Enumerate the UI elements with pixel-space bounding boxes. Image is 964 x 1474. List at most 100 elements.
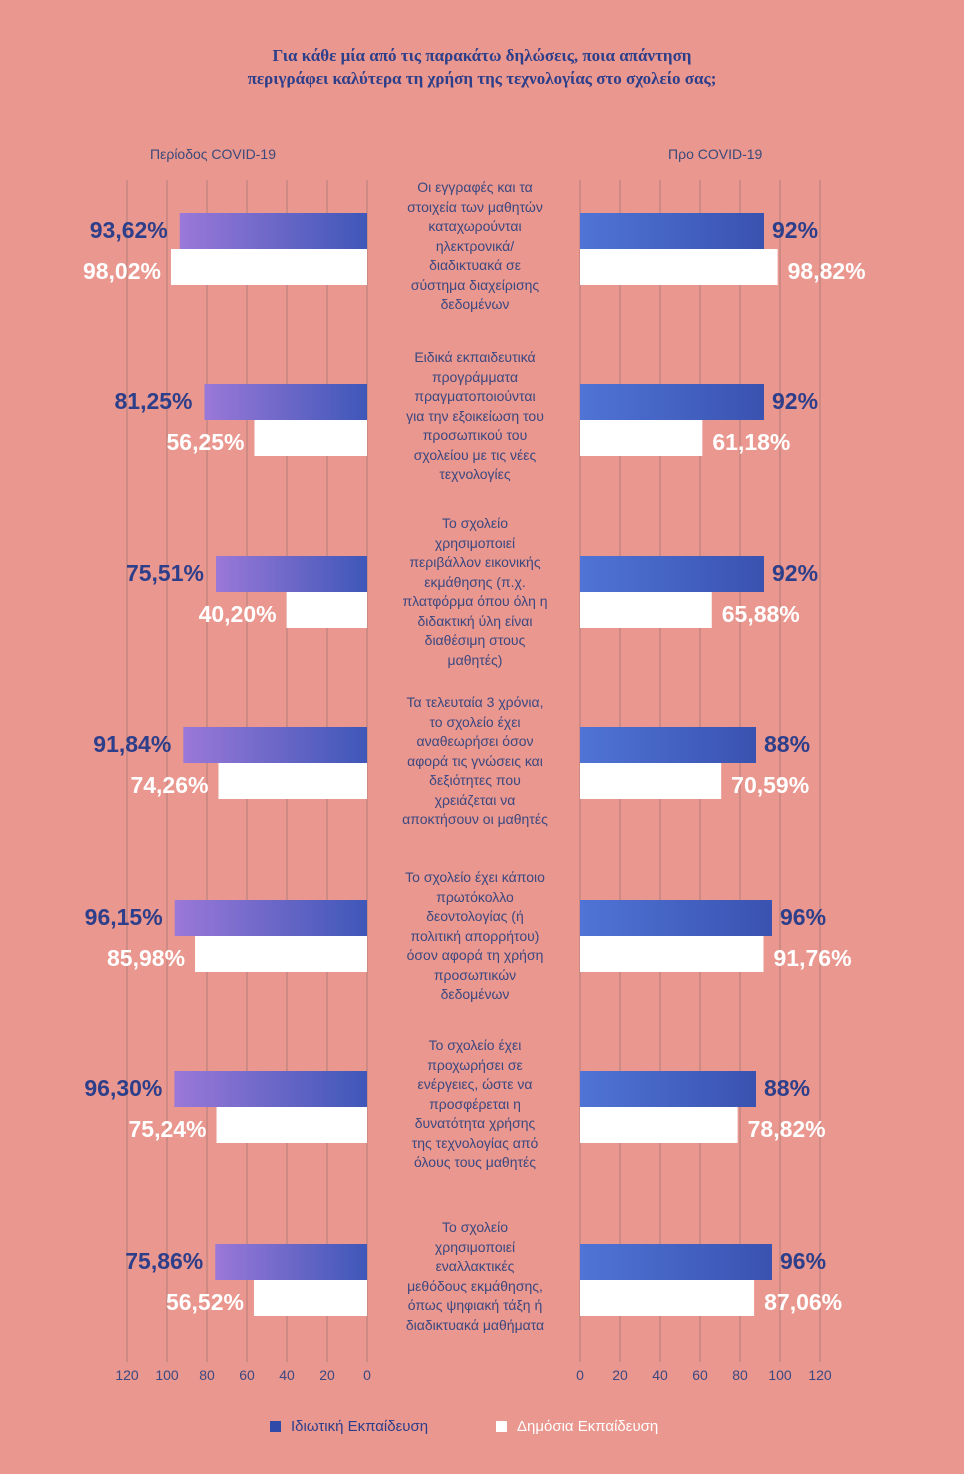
statement-line: όπως ψηφιακή τάξη ή (407, 1297, 543, 1313)
bar-private (174, 900, 367, 936)
data-label-private: 91,84% (93, 731, 171, 757)
data-label-public: 61,18% (712, 429, 790, 455)
x-tick-label: 0 (363, 1367, 371, 1383)
statement-line: καταχωρούνται (428, 218, 522, 234)
bar-public (195, 936, 367, 972)
x-tick-label: 20 (319, 1367, 335, 1383)
statement-7: Το σχολείο χρησιμοποιεί εναλλακτικές μεθόδο… (375, 1218, 575, 1335)
data-label-private: 88% (764, 1075, 810, 1101)
bar-public (253, 1280, 367, 1316)
bar-private (580, 900, 772, 936)
data-label-public: 70,59% (731, 772, 809, 798)
statement-5: Το σχολείο έχει κάποιο πρωτόκολλο δεοντολο… (375, 868, 575, 1005)
statement-line: Το σχολείο έχει (428, 1037, 522, 1053)
statement-line: Το σχολείο έχει κάποιο (405, 869, 545, 885)
right-panel-label: Προ COVID-19 (668, 146, 763, 162)
statement-line: αναθεωρήσει όσον (416, 733, 534, 749)
statement-line: δεοντολογίας (ή (426, 908, 524, 924)
legend-label-public: Δημόσια Εκπαίδευση (517, 1418, 659, 1435)
statement-6: Το σχολείο έχει προχωρήσει σε ενέργειες, ώ… (375, 1036, 575, 1173)
x-tick-label: 60 (692, 1367, 708, 1383)
statement-line: εκμάθησης (π.χ. (424, 573, 526, 590)
data-label-public: 65,88% (722, 601, 800, 627)
x-tick-label: 40 (652, 1367, 668, 1383)
statement-line: διαθέσιμη στους (424, 632, 526, 648)
chart-title-line-2: περιγράφει καλύτερα τη χρήση της τεχνολο… (247, 69, 717, 88)
bar-private (215, 556, 367, 592)
data-label-private: 92% (772, 560, 818, 586)
bar-public (580, 592, 712, 628)
statement-line: αποκτήσουν οι μαθητές (402, 811, 548, 827)
x-tick-label: 80 (732, 1367, 748, 1383)
chart-title-line-1: Για κάθε μία από τις παρακάτω δηλώσεις, … (272, 46, 692, 65)
statement-line: διαδικτυακά σε (429, 257, 521, 273)
data-label-public: 74,26% (130, 772, 208, 798)
statement-line: εναλλακτικές (435, 1258, 515, 1274)
bar-private (580, 727, 756, 763)
bar-private (580, 1244, 772, 1280)
statement-line: σχολείου με τις νέες (413, 446, 537, 463)
statement-line: μαθητές) (447, 651, 503, 668)
left-panel-label: Περίοδος COVID-19 (150, 146, 276, 162)
statement-line: χρησιμοποιεί (434, 1238, 516, 1255)
statement-3: Το σχολείο χρησιμοποιεί περιβάλλον εικονικ… (375, 514, 575, 670)
statement-line: πρωτόκολλο (436, 888, 514, 905)
data-label-public: 91,76% (774, 945, 852, 971)
statement-line: αφορά τις γνώσεις και (407, 752, 543, 769)
x-tick-label: 120 (115, 1367, 139, 1383)
statement-line: για την εξοικείωση του (406, 407, 544, 424)
statement-line: πλατφόρμα όπου όλη η (402, 593, 548, 609)
legend-item-public: Δημόσια Εκπαίδευση (496, 1418, 658, 1435)
bar-public (580, 936, 764, 972)
statement-2: Ειδικά εκπαιδευτικά προγράμματα πραγματοπο… (375, 348, 575, 485)
statement-line: Το σχολείο (442, 515, 508, 531)
x-tick-label: 60 (239, 1367, 255, 1383)
statement-line: προσφέρεται η (429, 1095, 521, 1112)
bar-public (580, 763, 722, 799)
data-label-private: 75,51% (126, 560, 204, 586)
statement-line: όλους τους μαθητές (413, 1154, 537, 1170)
statement-line: δεξιότητες που (429, 772, 521, 788)
bar-private (179, 213, 367, 249)
data-label-public: 40,20% (199, 601, 277, 627)
data-label-private: 96,30% (84, 1075, 162, 1101)
x-tick-label: 80 (199, 1367, 215, 1383)
bar-private (204, 384, 367, 420)
data-label-private: 96% (780, 1248, 826, 1274)
bar-private (174, 1071, 367, 1107)
statement-line: ενέργειες, ώστε να (417, 1076, 533, 1092)
bar-private (183, 727, 367, 763)
statement-line: Τα τελευταία 3 χρόνια, (406, 694, 544, 710)
statement-line: δεδομένων (440, 986, 510, 1002)
statement-line: περιβάλλον εικονικής (409, 554, 541, 570)
statement-line: δεδομένων (440, 296, 510, 312)
data-label-private: 96,15% (85, 904, 163, 930)
statement-line: χρειάζεται να (434, 791, 516, 808)
legend-swatch-public (496, 1421, 507, 1432)
bar-public (286, 592, 367, 628)
data-label-private: 93,62% (90, 217, 168, 243)
data-label-public: 75,24% (129, 1116, 207, 1142)
statement-line: στοιχεία των μαθητών (407, 198, 543, 215)
statement-4: Τα τελευταία 3 χρόνια, το σχολείο έχει ανα… (375, 693, 575, 830)
statement-line: Το σχολείο (442, 1219, 508, 1235)
data-label-public: 98,02% (83, 258, 161, 284)
statement-line: προσωπικών (433, 966, 517, 983)
statement-line: ηλεκτρονικά/ (435, 237, 515, 254)
statement-line: χρησιμοποιεί (434, 534, 516, 551)
bar-public (218, 763, 367, 799)
data-label-public: 87,06% (764, 1289, 842, 1315)
statement-line: Οι εγγραφές και τα (417, 179, 533, 195)
bar-private (580, 384, 764, 420)
x-tick-label: 40 (279, 1367, 295, 1383)
bar-private (215, 1244, 367, 1280)
bar-private (580, 1071, 756, 1107)
statement-line: μεθόδους εκμάθησης, (407, 1277, 543, 1294)
statement-line: της τεχνολογίας από (411, 1134, 539, 1151)
bar-public (216, 1107, 367, 1143)
bar-public (170, 249, 367, 285)
bar-public (580, 1280, 755, 1316)
data-label-private: 92% (772, 388, 818, 414)
bar-public (580, 249, 778, 285)
x-tick-label: 100 (768, 1367, 792, 1383)
